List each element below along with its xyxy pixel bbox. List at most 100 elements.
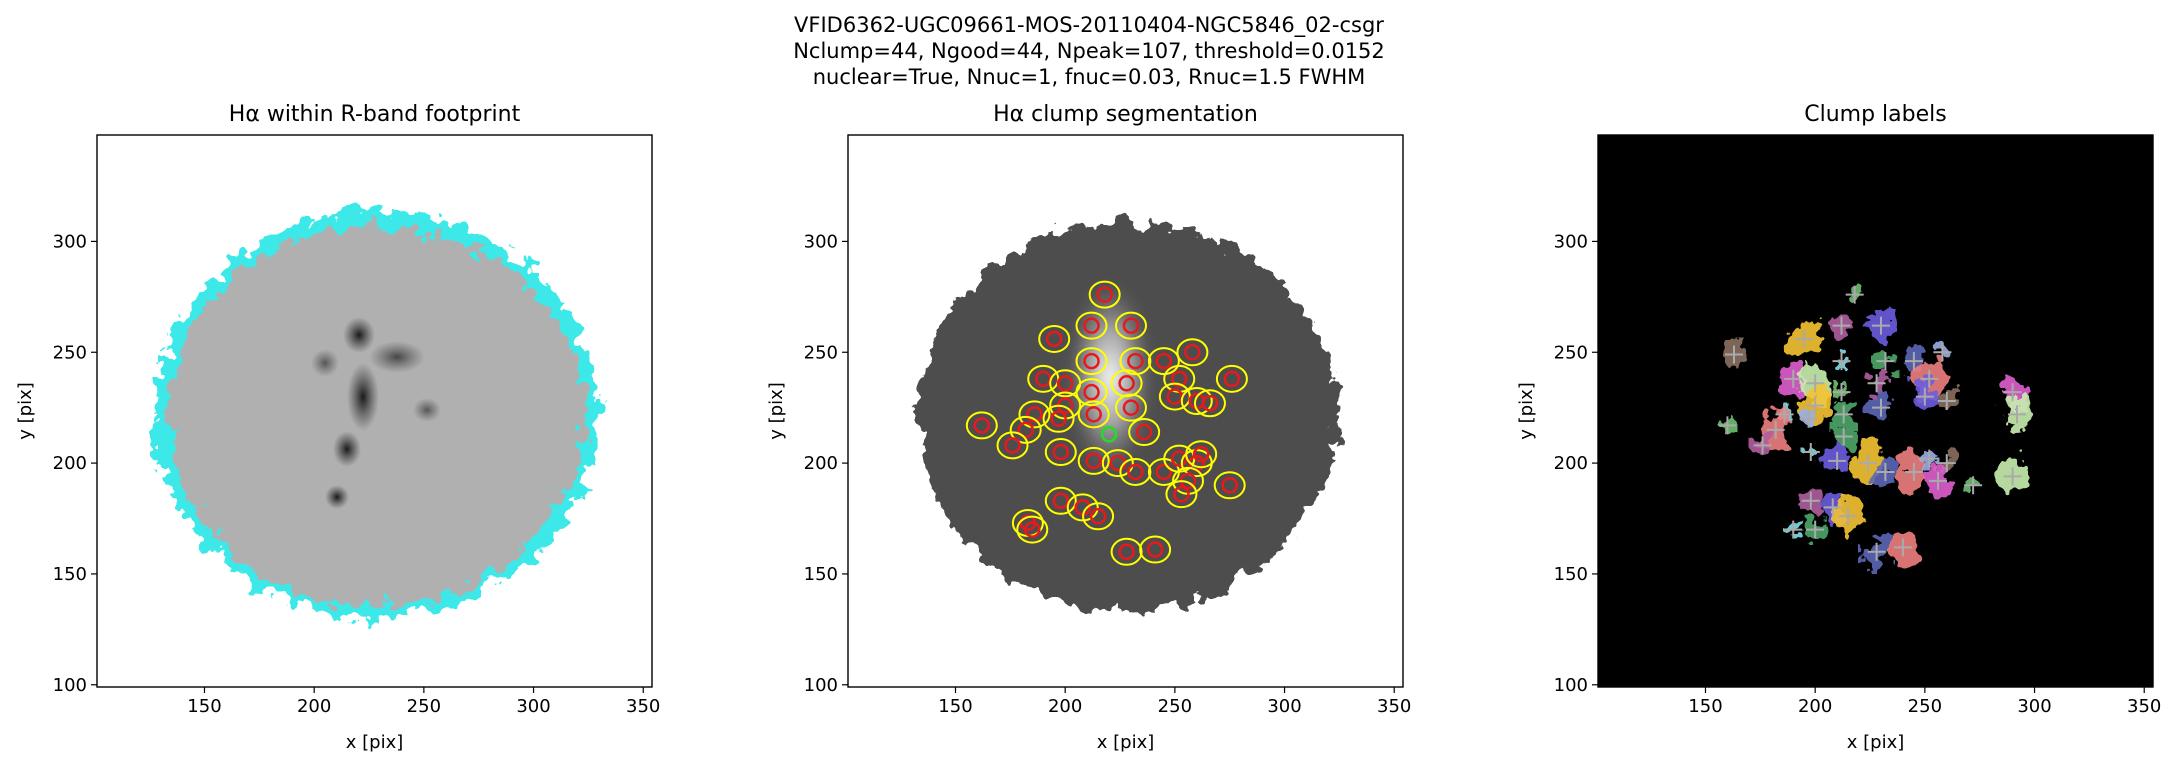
x-tick-label: 200 [297,696,331,717]
peak-marker [1122,399,1140,416]
plot-area [965,280,1248,566]
clump-contour [1044,486,1077,515]
clump-contour [1077,400,1110,429]
clump-contour [1075,311,1108,340]
peak-marker [1004,437,1021,454]
clump-center [1784,369,1803,388]
y-tick-label: 150 [53,564,87,585]
clump-contour [1139,535,1172,564]
clump-center [1893,538,1912,557]
axes-frame [847,134,1404,688]
x-tick-label: 250 [1908,696,1942,717]
clump-contour [996,431,1029,460]
clump-center [1801,443,1820,462]
clump-center [1858,454,1877,473]
peak-marker [1173,485,1190,503]
clump-center [1867,542,1886,561]
clump-center [1929,471,1948,490]
peak-marker [1100,426,1118,443]
clump-center [1832,316,1851,335]
x-tick-label: 350 [1377,696,1411,717]
y-tick-label: 250 [804,342,838,363]
clump-contour [1075,347,1108,376]
clump-center [1845,285,1864,304]
clump-contour [1165,480,1198,509]
clump-center [1806,520,1825,539]
clump-center [1871,398,1890,417]
clump-contour [1042,404,1075,433]
clump-center [1904,352,1923,371]
clump-center [2007,405,2026,424]
x-tick-label: 250 [1158,696,1192,717]
clump-contour [1119,347,1152,376]
clump-center [1964,476,1983,495]
clump-center [1904,462,1923,481]
peak-marker [1170,370,1188,388]
peak-marker [1050,410,1067,428]
clump-center [1920,449,1939,468]
peak-marker [1118,543,1135,561]
x-tick-label: 150 [1688,696,1722,717]
clump-center [1801,491,1820,510]
x-axis-label: x [pix] [1847,732,1905,753]
suptitle: nuclear=True, Nnuc=1, fnuc=0.03, Rnuc=1.… [813,65,1366,89]
clump-center [1766,420,1785,439]
peak-marker [1052,492,1070,510]
clump-contour [1114,393,1147,422]
x-tick-label: 300 [1267,696,1301,717]
x-axis-label: x [pix] [1097,732,1155,753]
clump-center [1871,316,1890,335]
clump-center [1937,454,1956,473]
clump-center [1795,329,1814,348]
clump-center [1834,427,1853,446]
peak-marker [1017,421,1034,439]
peak-marker [1096,286,1113,303]
x-axis-label: x [pix] [346,732,404,753]
clump-contour [1193,389,1226,418]
x-tick-label: 200 [1798,696,1832,717]
clump-contour [1147,347,1180,376]
y-axis-label: y [pix] [766,382,787,440]
clump-contour [1075,378,1108,407]
clump-center [1784,520,1803,539]
image-1 [154,211,598,617]
clump-center [1718,416,1737,435]
peak-marker [1192,445,1210,463]
clump-center [1839,507,1858,526]
x-tick-label: 300 [2017,696,2051,717]
y-tick-label: 100 [1554,675,1588,696]
y-tick-label: 100 [804,675,838,696]
y-axis-label: y [pix] [1516,382,1537,440]
peak-marker [1127,352,1144,370]
clump-contour [1128,418,1161,447]
clump-center [1933,343,1952,362]
clump-center [1799,409,1818,428]
peak-marker [1118,375,1135,392]
peak-marker [1024,521,1041,538]
clump-contour [1044,438,1077,467]
clump-contour [1018,400,1051,429]
clump-center [1753,436,1772,455]
clump-contour [1110,537,1143,566]
y-tick-label: 150 [804,564,838,585]
clump-contour [1176,338,1209,367]
clump-contour [1213,471,1246,500]
y-tick-label: 250 [53,342,87,363]
clump-contour [965,411,998,440]
y-axis-label: y [pix] [15,382,36,440]
clump-center [1915,387,1934,406]
peak-marker [973,417,991,434]
peak-marker [1146,541,1164,558]
clump-center [1775,405,1794,424]
axes-title: Hα within R-band footprint [229,102,521,127]
suptitle: VFID6362-UGC09661-MOS-20110404-NGC5846_0… [794,13,1384,38]
x-tick-label: 300 [516,696,550,717]
peak-marker [1052,443,1070,461]
image-2 [917,221,1337,611]
clump-center [1834,405,1853,424]
peak-marker [1155,352,1173,370]
clump-contour [1185,440,1218,469]
clump-center [1725,345,1744,364]
clump-contour [1077,446,1110,475]
